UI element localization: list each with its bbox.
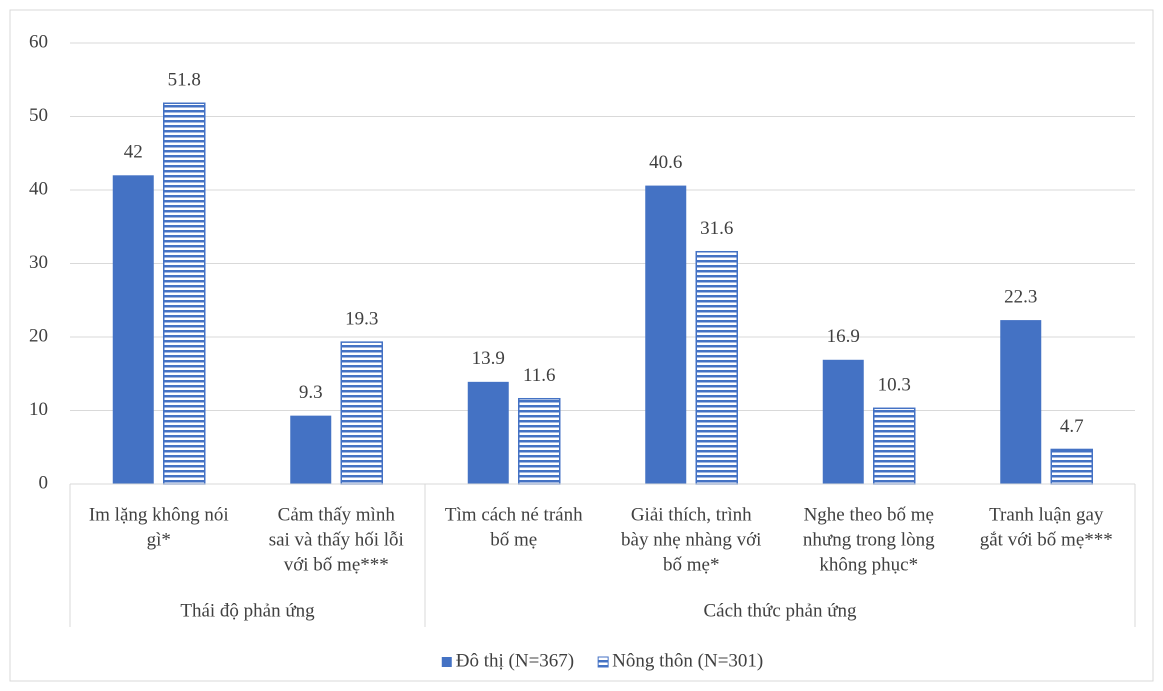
data-label: 16.9 bbox=[827, 326, 860, 347]
bar bbox=[822, 359, 864, 484]
group-label: Cách thức phản ứng bbox=[703, 600, 857, 621]
y-tick-label: 50 bbox=[29, 105, 48, 126]
data-label: 10.3 bbox=[878, 375, 911, 396]
bar bbox=[163, 102, 206, 485]
data-label: 51.8 bbox=[168, 70, 201, 91]
y-tick-label: 60 bbox=[29, 31, 48, 52]
data-label: 40.6 bbox=[649, 152, 682, 173]
x-tick-label: Tìm cách né tránh bbox=[445, 504, 583, 525]
legend-label: Đô thị (N=367) bbox=[456, 650, 574, 671]
bar bbox=[290, 415, 332, 484]
x-tick-label: Im lặng không nói bbox=[89, 504, 229, 525]
y-tick-label: 40 bbox=[29, 178, 48, 199]
bar bbox=[340, 341, 383, 485]
data-label: 31.6 bbox=[700, 218, 733, 239]
x-tick-label: bày nhẹ nhàng với bbox=[621, 529, 761, 550]
legend-label: Nông thôn (N=301) bbox=[612, 650, 763, 671]
bar bbox=[645, 185, 687, 484]
bar bbox=[695, 250, 738, 485]
group-label: Thái độ phản ứng bbox=[180, 600, 315, 621]
x-tick-label: bố mẹ* bbox=[663, 554, 719, 575]
data-label: 4.7 bbox=[1060, 416, 1084, 437]
x-tick-label: sai và thấy hối lỗi bbox=[269, 529, 404, 550]
data-label: 42 bbox=[124, 142, 143, 163]
data-label: 9.3 bbox=[299, 382, 323, 403]
y-tick-label: 30 bbox=[29, 252, 48, 273]
data-label: 11.6 bbox=[523, 365, 556, 386]
bar bbox=[467, 381, 509, 484]
legend-swatch bbox=[597, 656, 609, 668]
y-tick-label: 20 bbox=[29, 325, 48, 346]
data-label: 22.3 bbox=[1004, 286, 1037, 307]
data-label: 13.9 bbox=[472, 348, 505, 369]
bar bbox=[112, 175, 154, 485]
bar bbox=[873, 407, 916, 485]
legend-swatch bbox=[441, 657, 452, 667]
bar bbox=[518, 397, 561, 485]
x-tick-label: Nghe theo bố mẹ bbox=[804, 504, 934, 525]
data-label: 19.3 bbox=[345, 309, 378, 330]
x-tick-label: gì* bbox=[147, 529, 171, 550]
bar bbox=[1050, 448, 1093, 485]
x-tick-label: không phục* bbox=[819, 554, 918, 575]
bar bbox=[1000, 320, 1042, 484]
x-tick-label: Giải thích, trình bbox=[631, 504, 752, 525]
x-tick-label: gắt với bố mẹ*** bbox=[980, 529, 1113, 550]
x-tick-label: bố mẹ bbox=[490, 529, 537, 550]
x-tick-label: với bố mẹ*** bbox=[284, 554, 389, 575]
x-tick-label: Tranh luận gay bbox=[989, 504, 1104, 525]
x-tick-label: Cảm thấy mình bbox=[278, 504, 396, 525]
y-tick-label: 0 bbox=[39, 472, 49, 493]
x-tick-label: nhưng trong lòng bbox=[803, 529, 935, 550]
y-tick-label: 10 bbox=[29, 399, 48, 420]
